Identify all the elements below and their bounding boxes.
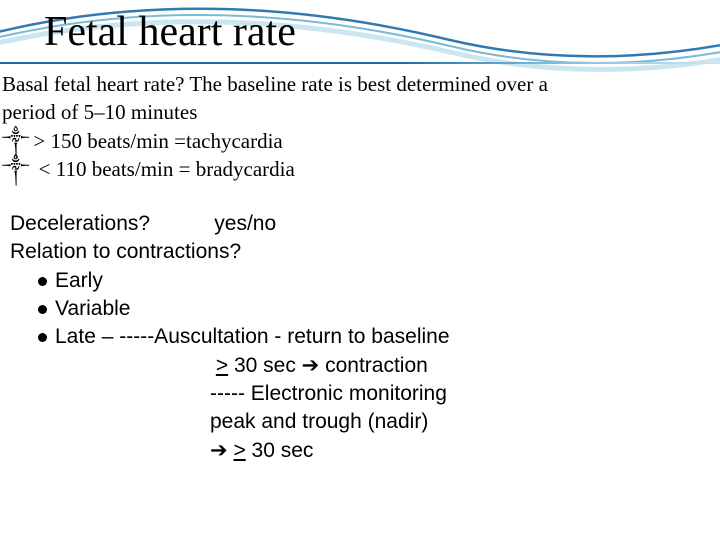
relation-question: Relation to contractions? [10, 238, 710, 266]
sub-contraction: contraction [319, 354, 428, 377]
bradycardia-line: < 110 beats/min = bradycardia [33, 157, 294, 181]
option-early: Early [55, 269, 103, 292]
gt-underline: > [233, 439, 245, 462]
basal-desc-1: The baseline rate is best determined ove… [189, 72, 548, 96]
decel-question: Decelerations? [10, 212, 150, 235]
tachycardia-line: > 150 beats/min =tachycardia [33, 129, 282, 153]
slide-title: Fetal heart rate [44, 8, 296, 56]
basal-desc-2: period of 5–10 minutes [2, 98, 702, 126]
bullet-icon [38, 305, 47, 314]
title-underline [0, 62, 720, 64]
sub-30sec-2: 30 sec [246, 439, 314, 462]
scroll-bullet-icon: ༒ [2, 127, 29, 155]
decel-answer: yes/no [214, 212, 276, 235]
basal-rate-block: Basal fetal heart rate? The baseline rat… [2, 70, 702, 183]
basal-question: Basal fetal heart rate? [2, 72, 189, 96]
arrow-icon: ➔ [302, 354, 320, 377]
arrow-icon: ➔ [210, 439, 228, 462]
bullet-icon [38, 277, 47, 286]
option-variable: Variable [55, 297, 131, 320]
scroll-bullet-icon: ༒ [2, 155, 29, 183]
bullet-icon [38, 333, 47, 342]
decelerations-block: Decelerations? yes/no Relation to contra… [10, 210, 710, 465]
sub-electronic: ----- Electronic monitoring [10, 380, 710, 408]
sub-30sec: 30 sec [228, 354, 302, 377]
gt-underline: > [216, 354, 228, 377]
sub-peak-trough: peak and trough (nadir) [10, 408, 710, 436]
option-late: Late – -----Auscultation - return to bas… [55, 325, 450, 348]
